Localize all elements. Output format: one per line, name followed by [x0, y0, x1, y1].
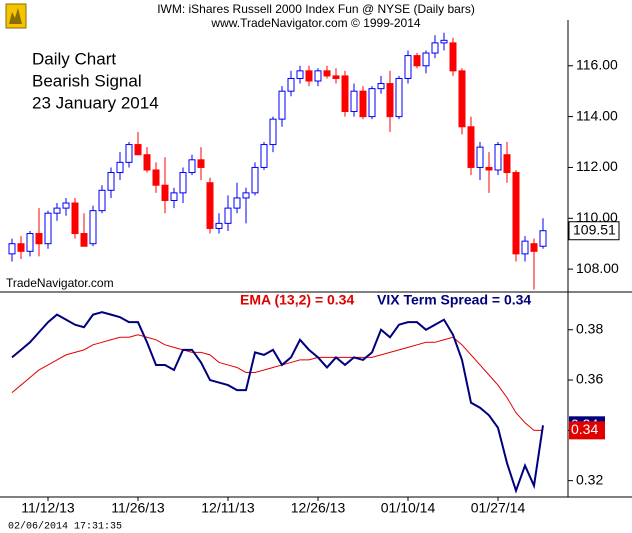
- candle-body: [224, 207, 232, 224]
- annotation: 23 January 2014: [32, 93, 159, 112]
- candle-body: [62, 202, 70, 209]
- candle-body: [206, 182, 214, 229]
- candle-body: [161, 184, 169, 201]
- y-tick-label: 110.00: [576, 209, 618, 225]
- candle-body: [386, 83, 394, 118]
- candle-body: [215, 222, 223, 229]
- candle-body: [341, 75, 349, 113]
- y-tick-label: 0.36: [576, 371, 603, 387]
- candle-body: [179, 172, 187, 194]
- candle-body: [8, 243, 16, 255]
- candle-body: [431, 42, 439, 54]
- y-tick-label: 0.32: [576, 471, 603, 487]
- candle-body: [44, 212, 52, 245]
- y-tick-label: 116.00: [576, 56, 618, 72]
- annotation: Daily Chart: [32, 49, 116, 68]
- annotation: Bearish Signal: [32, 71, 142, 90]
- candle-body: [503, 154, 511, 174]
- last-value-label: 0.34: [571, 421, 598, 437]
- candle-body: [476, 146, 484, 168]
- candle-body: [260, 144, 268, 168]
- candle-body: [332, 75, 340, 79]
- candle-body: [494, 144, 502, 171]
- candle-body: [287, 77, 295, 92]
- candle-body: [269, 118, 277, 146]
- x-tick-label: 12/26/13: [291, 500, 346, 516]
- candle-body: [152, 169, 160, 186]
- candle-body: [404, 55, 412, 79]
- last-price-box: [568, 221, 620, 241]
- candle-body: [314, 70, 322, 82]
- candle-body: [368, 88, 376, 118]
- candle-body: [305, 70, 313, 82]
- candle-body: [233, 197, 241, 209]
- candle-body: [323, 70, 331, 77]
- watermark: TradeNavigator.com: [6, 276, 114, 290]
- candle-body: [449, 42, 457, 72]
- candle-body: [539, 230, 547, 247]
- candle-body: [413, 55, 421, 67]
- candle-body: [188, 159, 196, 174]
- candle-body: [242, 192, 250, 199]
- chart-title: IWM: iShares Russell 2000 Index Fun @ NY…: [157, 2, 475, 16]
- candle-body: [458, 70, 466, 128]
- chart-subtitle: www.TradeNavigator.com © 1999-2014: [210, 16, 420, 30]
- candle-body: [134, 144, 142, 156]
- candle-body: [80, 233, 88, 247]
- candle-body: [395, 77, 403, 118]
- y-tick-label: 112.00: [576, 158, 618, 174]
- y-tick-label: 114.00: [576, 107, 618, 123]
- candle-body: [107, 172, 115, 191]
- candle-body: [521, 240, 529, 255]
- candle-body: [377, 83, 385, 90]
- candle-body: [170, 192, 178, 201]
- candle-body: [197, 159, 205, 168]
- last-value-box: [569, 421, 605, 440]
- candle-body: [98, 189, 106, 212]
- candle-body: [17, 243, 25, 252]
- candle-body: [278, 90, 286, 120]
- candle-body: [35, 233, 43, 245]
- candle-body: [116, 161, 124, 174]
- y-tick-label: 108.00: [576, 260, 619, 276]
- candle-body: [530, 243, 538, 252]
- candle-body: [512, 172, 520, 255]
- x-tick-label: 01/27/14: [471, 500, 526, 516]
- candle-body: [440, 39, 448, 44]
- x-tick-label: 01/10/14: [381, 500, 436, 516]
- candle-body: [359, 90, 367, 118]
- timestamp: 02/06/2014 17:31:35: [8, 521, 122, 533]
- legend-entry: EMA (13,2) = 0.34: [240, 292, 354, 308]
- candle-body: [125, 144, 133, 163]
- y-tick-label: 0.38: [576, 320, 603, 336]
- x-tick-label: 11/26/13: [111, 500, 165, 516]
- candle-body: [71, 202, 79, 235]
- candle-body: [26, 233, 34, 252]
- candle-body: [53, 207, 61, 214]
- candle-body: [143, 154, 151, 171]
- legend-entry: VIX Term Spread = 0.34: [377, 292, 531, 308]
- candle-body: [485, 166, 493, 171]
- candle-body: [251, 166, 259, 194]
- series-line: [11, 311, 544, 494]
- x-tick-label: 11/12/13: [21, 500, 75, 516]
- last-price-label: 109.51: [573, 221, 616, 237]
- candle-body: [467, 126, 475, 168]
- candle-body: [296, 70, 304, 79]
- x-tick-label: 12/11/13: [201, 500, 255, 516]
- candle-body: [89, 210, 97, 245]
- candle-body: [350, 90, 358, 113]
- candle-body: [422, 52, 430, 67]
- logo: [5, 3, 27, 29]
